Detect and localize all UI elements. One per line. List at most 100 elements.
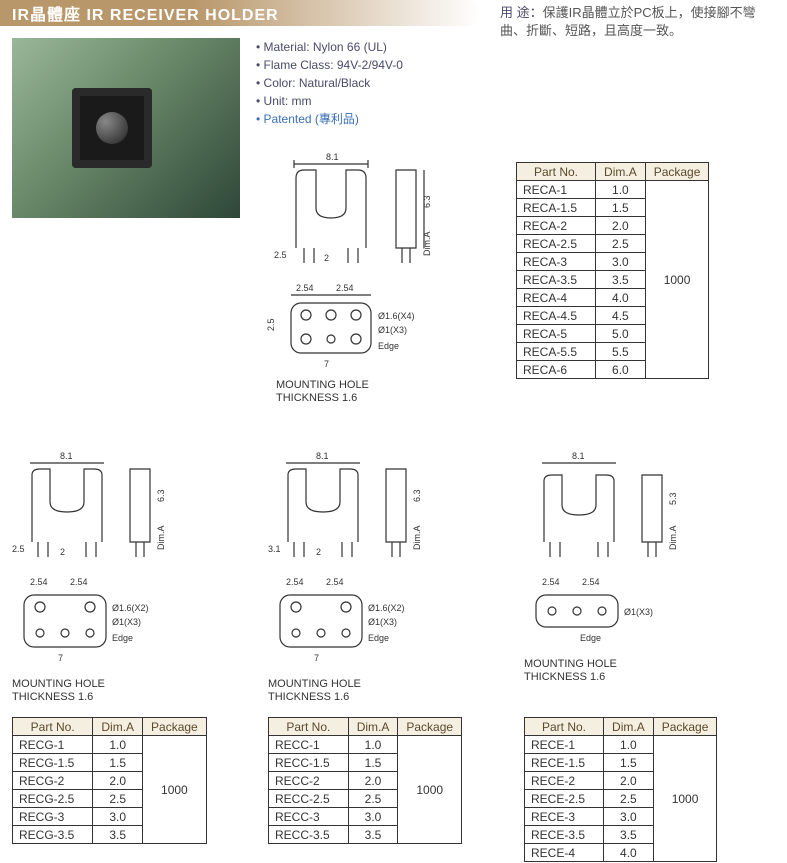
th-partno: Part No.: [13, 718, 93, 736]
cell-partno: RECC-3: [269, 808, 349, 826]
th-partno: Part No.: [525, 718, 604, 736]
cell-partno: RECA-3.5: [517, 271, 596, 289]
svg-text:2: 2: [324, 253, 329, 263]
svg-text:THICKNESS 1.6: THICKNESS 1.6: [12, 691, 93, 703]
cell-partno: RECE-3.5: [525, 826, 604, 844]
cell-partno: RECE-4: [525, 844, 604, 862]
svg-text:8.1: 8.1: [60, 451, 73, 461]
cell-partno: RECC-2.5: [269, 790, 349, 808]
th-package: Package: [645, 163, 709, 181]
svg-text:2.54: 2.54: [582, 577, 600, 587]
cell-dima: 1.5: [93, 754, 143, 772]
svg-text:7: 7: [314, 653, 319, 663]
cell-dima: 3.5: [93, 826, 143, 844]
spec-color: • Color: Natural/Black: [256, 74, 456, 92]
cell-dima: 4.5: [596, 307, 646, 325]
svg-text:Dim.A: Dim.A: [668, 526, 678, 551]
cell-dima: 5.0: [596, 325, 646, 343]
svg-text:5.3: 5.3: [668, 492, 678, 505]
cell-dima: 1.5: [604, 754, 654, 772]
table-rece: Part No.Dim.APackageRECE-11.01000RECE-1.…: [524, 717, 717, 862]
svg-text:MOUNTING HOLE: MOUNTING HOLE: [276, 379, 369, 391]
cell-partno: RECA-5.5: [517, 343, 596, 361]
svg-text:Ø1.6(X2): Ø1.6(X2): [368, 603, 405, 613]
cell-package: 1000: [653, 736, 717, 862]
usage-text: 用 途：保護IR晶體立於PC板上，使接腳不彎曲、折斷、短路，且高度一致。: [500, 4, 770, 40]
svg-text:Ø1(X3): Ø1(X3): [624, 607, 653, 617]
svg-text:Edge: Edge: [378, 341, 399, 351]
svg-text:THICKNESS 1.6: THICKNESS 1.6: [524, 671, 605, 683]
cell-dima: 1.0: [93, 736, 143, 754]
cell-partno: RECC-2: [269, 772, 349, 790]
cell-dima: 3.0: [604, 808, 654, 826]
cell-dima: 1.0: [348, 736, 398, 754]
svg-text:2.54: 2.54: [326, 577, 344, 587]
cell-dima: 2.5: [604, 790, 654, 808]
cell-partno: RECG-1.5: [13, 754, 93, 772]
spec-list: • Material: Nylon 66 (UL) • Flame Class:…: [256, 32, 456, 417]
cell-dima: 3.0: [93, 808, 143, 826]
page-title-bar: IR晶體座 IR RECEIVER HOLDER: [0, 0, 480, 26]
table-row: RECC-11.01000: [269, 736, 462, 754]
spec-patent: • Patented (專利品): [256, 110, 456, 128]
table-row: RECE-11.01000: [525, 736, 717, 754]
cell-partno: RECG-2.5: [13, 790, 93, 808]
svg-text:8.1: 8.1: [316, 451, 329, 461]
product-photo: [12, 38, 240, 218]
column-recg: 8.1 6.3 Dim.A 2.5 2 2.54 2.54 Ø1.6(X2): [12, 447, 232, 862]
cell-dima: 3.5: [348, 826, 398, 844]
svg-text:8.1: 8.1: [572, 451, 585, 461]
svg-text:Edge: Edge: [112, 633, 133, 643]
cell-dima: 3.0: [596, 253, 646, 271]
page-title: IR晶體座 IR RECEIVER HOLDER: [12, 1, 279, 25]
cell-dima: 1.5: [348, 754, 398, 772]
th-partno: Part No.: [269, 718, 349, 736]
table-row: RECG-11.01000: [13, 736, 207, 754]
th-dima: Dim.A: [348, 718, 398, 736]
svg-text:2.54: 2.54: [296, 283, 314, 293]
cell-dima: 3.5: [604, 826, 654, 844]
cell-package: 1000: [645, 181, 709, 379]
th-package: Package: [398, 718, 462, 736]
cell-dima: 1.5: [596, 199, 646, 217]
cell-dima: 4.0: [596, 289, 646, 307]
diagram-rece: 8.1 5.3 Dim.A 2.54 2.54 Ø1(X3) Edge 3.1: [524, 447, 744, 717]
svg-text:Ø1(X3): Ø1(X3): [378, 325, 407, 335]
spec-unit: • Unit: mm: [256, 92, 456, 110]
cell-package: 1000: [398, 736, 462, 844]
cell-dima: 2.0: [93, 772, 143, 790]
svg-text:MOUNTING HOLE: MOUNTING HOLE: [268, 678, 361, 690]
cell-partno: RECE-2.5: [525, 790, 604, 808]
svg-text:2.54: 2.54: [70, 577, 88, 587]
svg-text:2.54: 2.54: [286, 577, 304, 587]
svg-text:2.5: 2.5: [274, 250, 287, 260]
svg-text:7: 7: [58, 653, 63, 663]
svg-text:3.1: 3.1: [268, 544, 281, 554]
column-rece: 8.1 5.3 Dim.A 2.54 2.54 Ø1(X3) Edge 3.1: [524, 447, 744, 862]
cell-partno: RECA-1.5: [517, 199, 596, 217]
svg-text:Edge: Edge: [580, 633, 601, 643]
cell-partno: RECG-3.5: [13, 826, 93, 844]
svg-text:MOUNTING HOLE: MOUNTING HOLE: [524, 658, 617, 670]
svg-text:Dim.A: Dim.A: [412, 526, 422, 551]
svg-text:8.1: 8.1: [326, 152, 339, 162]
cell-partno: RECA-4: [517, 289, 596, 307]
svg-text:6.3: 6.3: [412, 489, 422, 502]
svg-text:Ø1.6(X4): Ø1.6(X4): [378, 311, 415, 321]
spec-material: • Material: Nylon 66 (UL): [256, 38, 456, 56]
cell-dima: 1.0: [596, 181, 646, 199]
cell-partno: RECA-5: [517, 325, 596, 343]
svg-text:Dim.A: Dim.A: [156, 526, 166, 551]
th-dima: Dim.A: [604, 718, 654, 736]
table-recc: Part No.Dim.APackageRECC-11.01000RECC-1.…: [268, 717, 462, 844]
cell-dima: 2.0: [348, 772, 398, 790]
svg-text:Edge: Edge: [368, 633, 389, 643]
svg-text:Ø1.6(X2): Ø1.6(X2): [112, 603, 149, 613]
cell-dima: 2.5: [348, 790, 398, 808]
cell-partno: RECG-1: [13, 736, 93, 754]
svg-text:THICKNESS 1.6: THICKNESS 1.6: [268, 691, 349, 703]
cell-partno: RECG-2: [13, 772, 93, 790]
svg-text:Ø1(X3): Ø1(X3): [368, 617, 397, 627]
cell-partno: RECG-3: [13, 808, 93, 826]
th-dima: Dim.A: [93, 718, 143, 736]
